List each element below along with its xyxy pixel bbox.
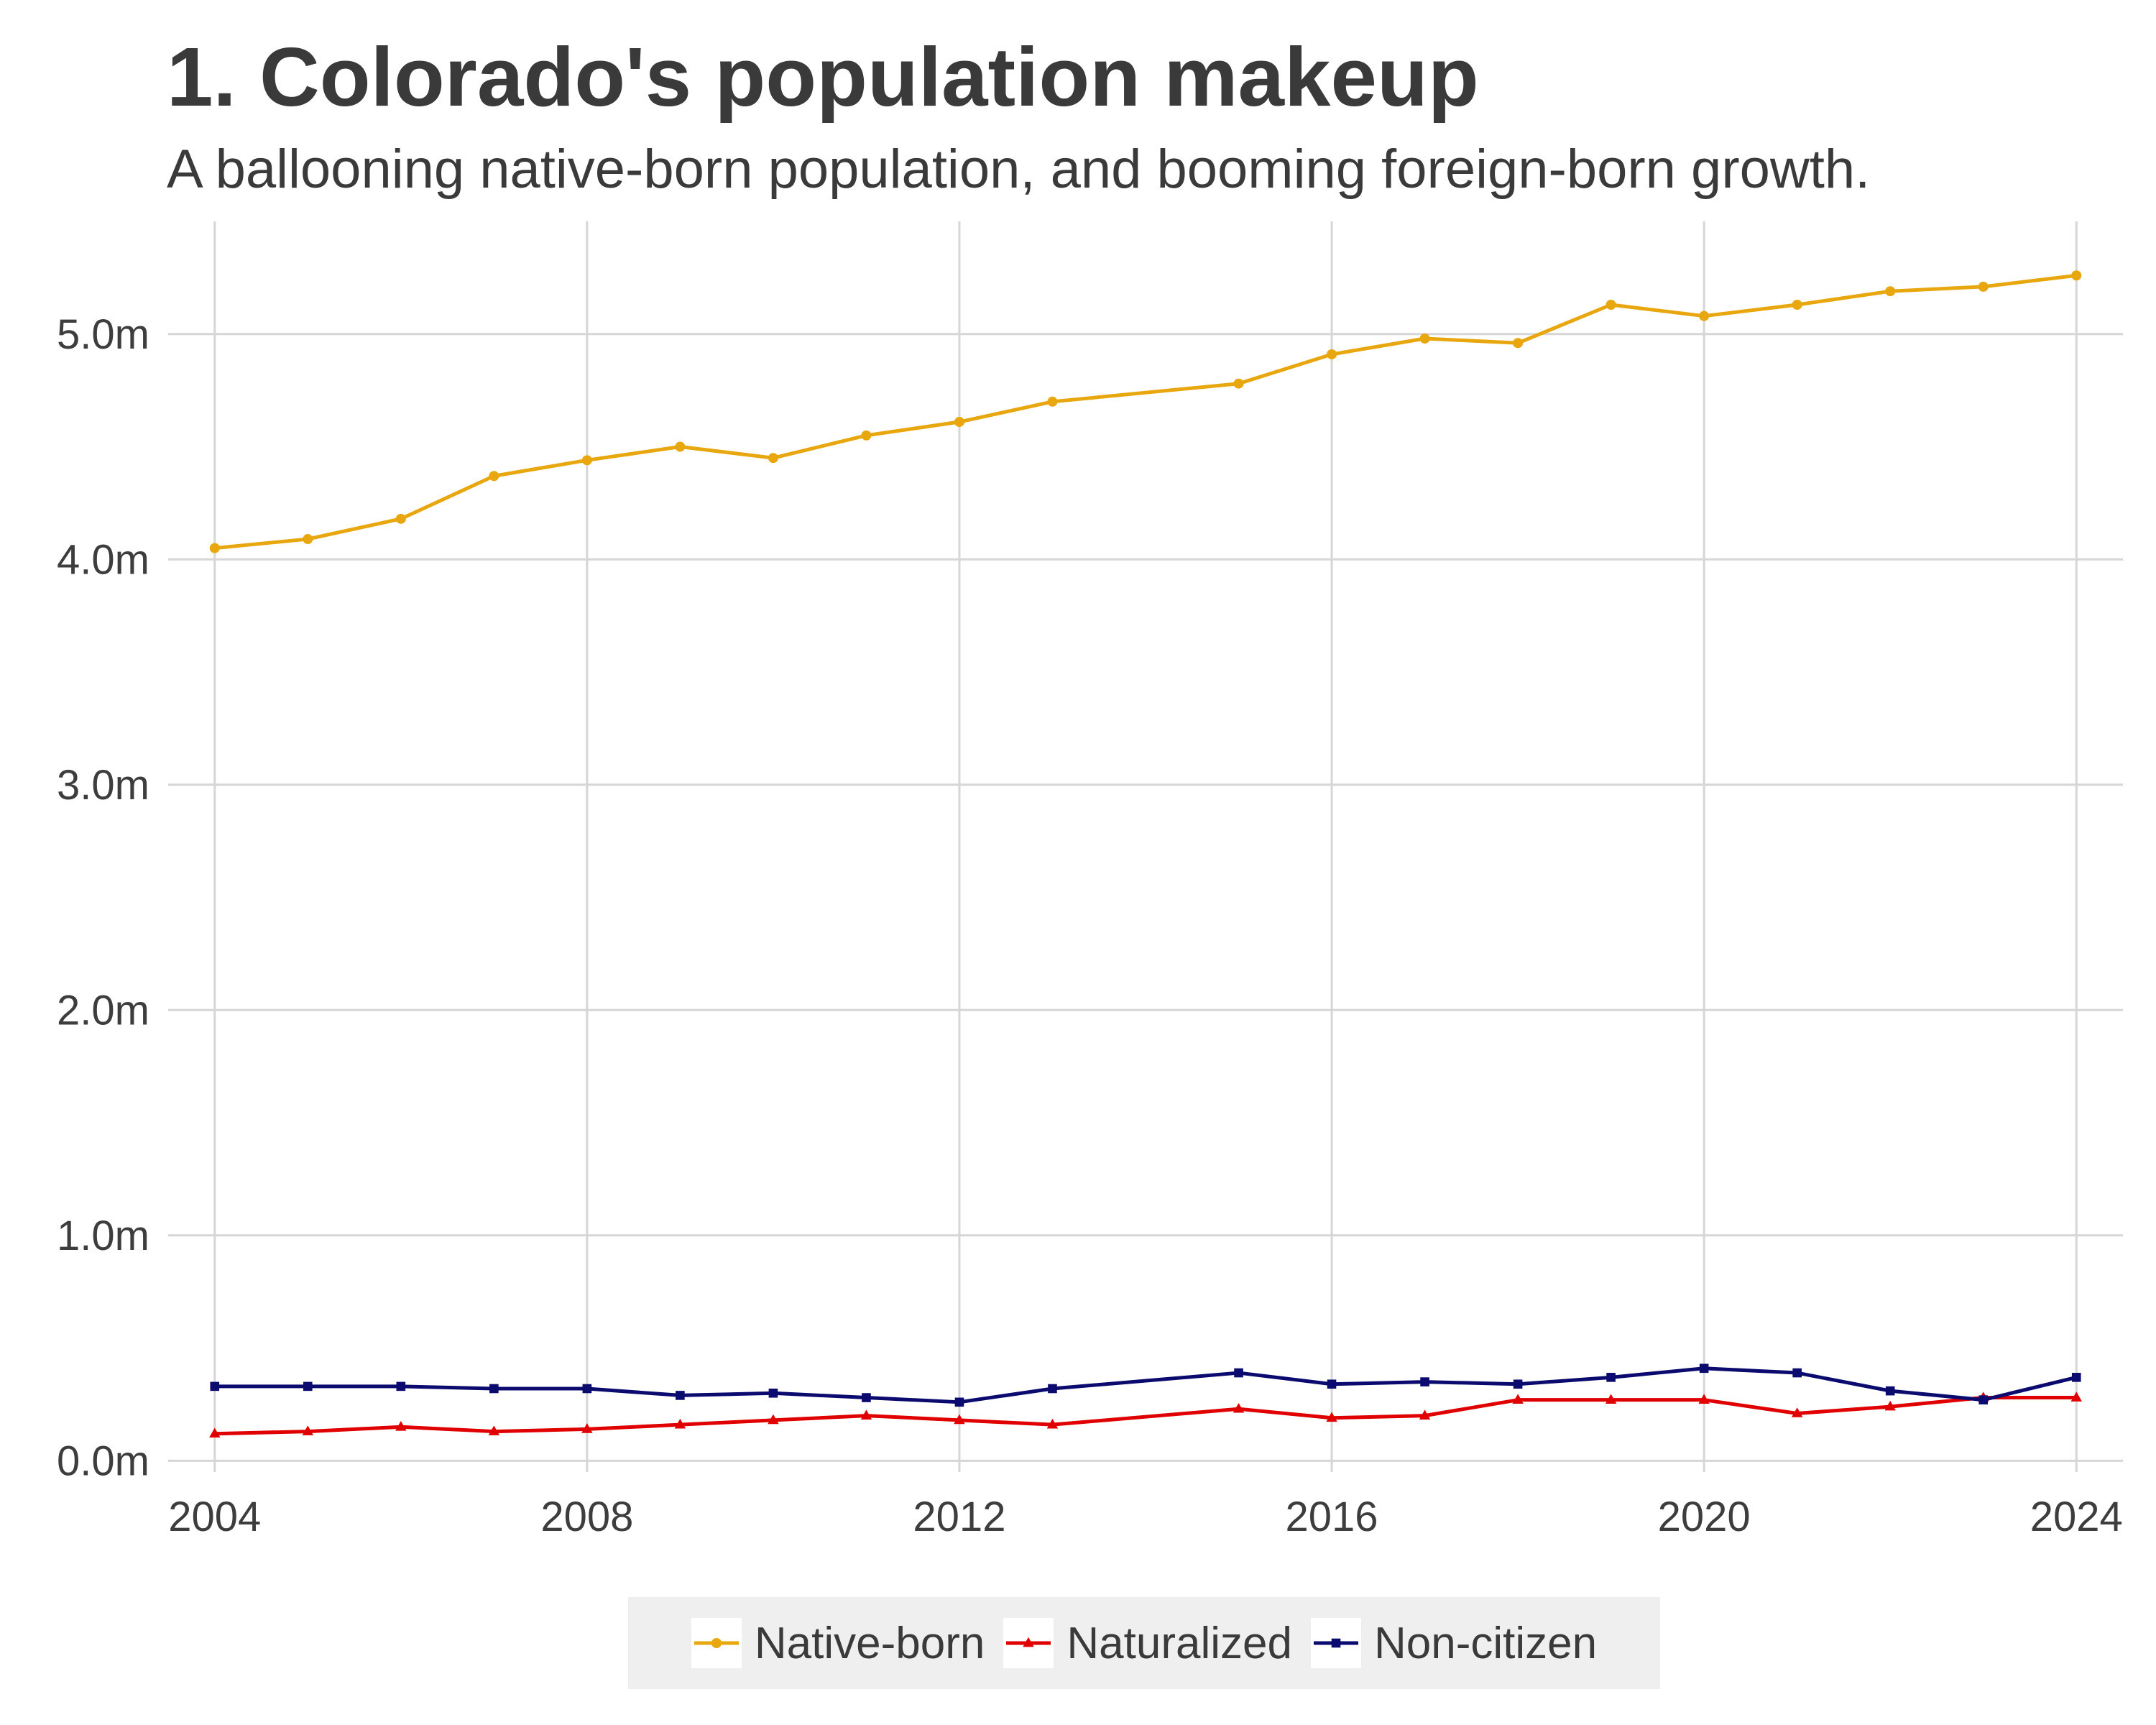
data-point-non-citizen [1234, 1368, 1243, 1378]
legend-key-non-citizen [1310, 1618, 1361, 1668]
data-point-non-citizen [1327, 1379, 1337, 1389]
data-point-non-citizen [303, 1381, 313, 1392]
legend-marker-native-born [711, 1638, 722, 1648]
data-point-native-born [1792, 300, 1802, 310]
series-lines [209, 270, 2082, 1438]
data-point-non-citizen [768, 1388, 778, 1398]
data-point-non-citizen [1048, 1384, 1057, 1394]
x-tick-label: 2004 [168, 1494, 261, 1540]
data-point-non-citizen [396, 1381, 406, 1392]
data-point-non-citizen [954, 1397, 964, 1407]
legend-item-native-born: Native-born [691, 1618, 985, 1669]
data-point-native-born [489, 471, 499, 482]
legend-label-non-citizen: Non-citizen [1373, 1618, 1598, 1668]
data-point-naturalized [1512, 1394, 1524, 1404]
data-point-non-citizen [862, 1393, 871, 1402]
data-point-native-born [1978, 281, 1989, 292]
data-point-native-born [1233, 378, 1244, 389]
data-point-naturalized [1884, 1400, 1896, 1411]
legend: Native-born Naturalized Non-citizen [628, 1597, 1660, 1689]
x-tick-label: 2020 [1658, 1494, 1751, 1540]
y-tick-label: 1.0m [57, 1213, 149, 1259]
data-point-non-citizen [2071, 1373, 2081, 1382]
series-line-native-born [214, 273, 2077, 551]
data-point-naturalized [954, 1414, 965, 1425]
data-point-non-citizen [489, 1384, 499, 1394]
data-point-naturalized [488, 1425, 500, 1435]
data-point-native-born [2071, 270, 2082, 281]
data-point-naturalized [768, 1414, 779, 1425]
y-tick-label: 2.0m [57, 987, 149, 1034]
data-point-native-born [1419, 334, 1430, 344]
data-point-naturalized [1326, 1412, 1337, 1422]
data-point-naturalized [1419, 1409, 1431, 1420]
chart-title: 1. Colorado's population makeup [167, 30, 1479, 124]
data-point-non-citizen [676, 1391, 685, 1400]
series-line-non-citizen [214, 1366, 2077, 1404]
data-point-non-citizen [1606, 1373, 1616, 1382]
y-tick-label: 4.0m [57, 536, 149, 583]
data-point-naturalized [1698, 1394, 1710, 1404]
line-chart: 0.0m 1.0m 2.0m 3.0m 4.0m 5.0m 2004 2008 2012 2016… [57, 221, 2123, 1540]
data-point-non-citizen [582, 1384, 592, 1394]
data-point-naturalized [302, 1425, 313, 1435]
data-point-naturalized [2070, 1392, 2082, 1402]
x-tick-label: 2008 [540, 1494, 633, 1540]
data-point-non-citizen [210, 1381, 220, 1392]
data-point-naturalized [1046, 1418, 1059, 1429]
data-point-native-born [1606, 300, 1616, 310]
data-point-native-born [581, 455, 592, 466]
data-point-native-born [861, 430, 872, 441]
data-point-native-born [1047, 396, 1058, 407]
data-point-native-born [1327, 349, 1337, 359]
data-point-non-citizen [1792, 1368, 1802, 1378]
y-tick-label: 0.0m [57, 1438, 149, 1484]
data-point-native-born [1885, 286, 1896, 297]
legend-label-naturalized: Naturalized [1067, 1618, 1292, 1668]
data-point-naturalized [209, 1427, 221, 1438]
data-point-native-born [768, 453, 778, 464]
data-point-non-citizen [1699, 1363, 1709, 1374]
axis-labels: 0.0m 1.0m 2.0m 3.0m 4.0m 5.0m 2004 2008 2012 2016… [57, 311, 2123, 1540]
legend-key-native-born [691, 1618, 742, 1668]
series-naturalized [209, 1392, 2082, 1438]
grid [168, 221, 2123, 1472]
data-point-naturalized [581, 1423, 593, 1433]
legend-item-naturalized: Naturalized [1003, 1618, 1292, 1669]
legend-item-non-citizen: Non-citizen [1310, 1618, 1598, 1669]
data-point-native-born [675, 441, 686, 452]
y-tick-label: 3.0m [57, 762, 149, 809]
data-point-naturalized [1605, 1394, 1617, 1404]
data-point-naturalized [674, 1418, 686, 1429]
data-point-naturalized [395, 1421, 407, 1431]
x-tick-label: 2016 [1286, 1494, 1378, 1540]
data-point-native-born [395, 513, 406, 524]
data-point-native-born [209, 543, 220, 553]
series-native-born [209, 270, 2082, 553]
series-non-citizen [210, 1363, 2081, 1407]
data-point-native-born [1513, 338, 1524, 349]
data-point-native-born [954, 417, 964, 428]
data-point-native-born [1699, 310, 1710, 321]
data-point-native-born [303, 534, 313, 545]
data-point-non-citizen [1978, 1395, 1989, 1404]
legend-label-native-born: Native-born [754, 1618, 985, 1668]
series-line-naturalized [214, 1396, 2077, 1436]
x-tick-label: 2012 [913, 1494, 1005, 1540]
y-tick-label: 5.0m [57, 311, 149, 358]
data-point-non-citizen [1885, 1386, 1895, 1396]
data-point-naturalized [1791, 1407, 1803, 1417]
data-point-non-citizen [1513, 1379, 1523, 1389]
data-point-non-citizen [1420, 1377, 1429, 1386]
x-tick-label: 2024 [2030, 1494, 2123, 1540]
data-point-naturalized [1233, 1402, 1245, 1413]
legend-marker-naturalized [1023, 1637, 1035, 1647]
chart-subtitle: A ballooning native-born population, and… [167, 139, 1871, 200]
legend-key-naturalized [1003, 1618, 1054, 1668]
data-point-naturalized [860, 1409, 872, 1420]
legend-marker-non-citizen [1331, 1638, 1341, 1648]
